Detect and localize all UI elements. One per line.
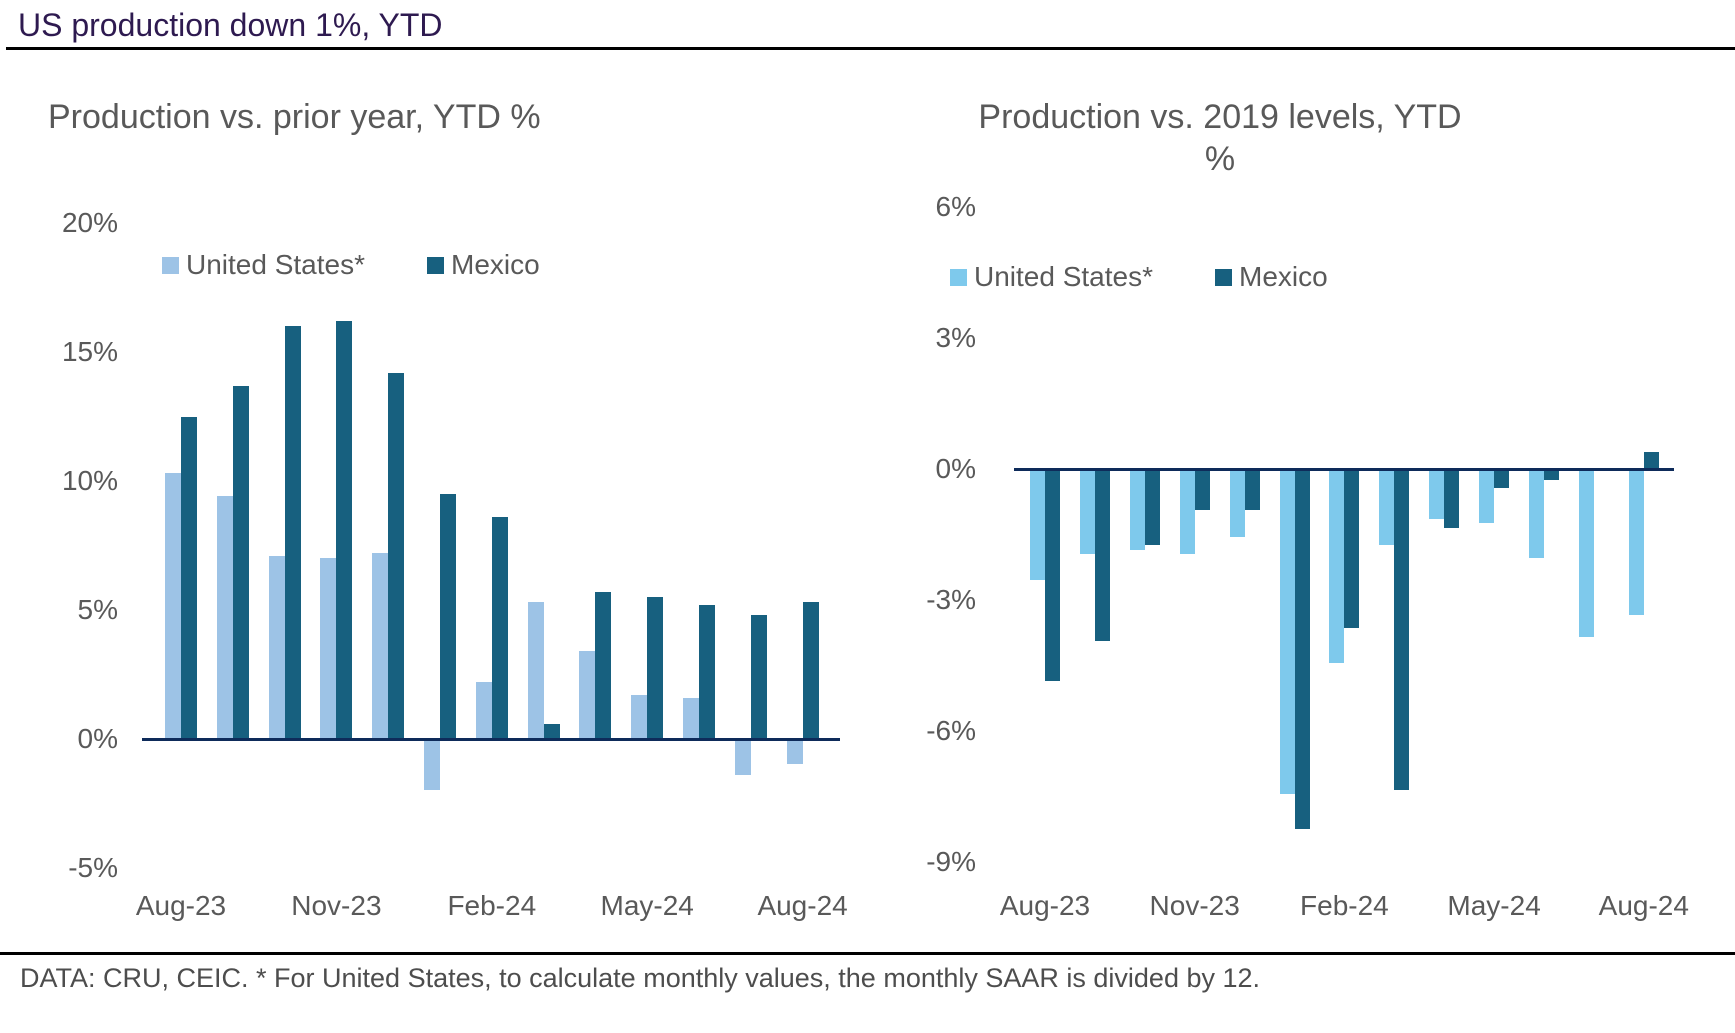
title-divider-line: [6, 47, 1735, 50]
bar-mexico-nov-23: [336, 321, 353, 739]
bar-united-states-jan-24: [1279, 471, 1295, 795]
x-tick-label-feb-24: Feb-24: [1300, 890, 1389, 921]
bar-united-states-jun-24: [683, 697, 699, 739]
bar-mexico-may-24: [1494, 471, 1510, 489]
x-tick-label-aug-24: Aug-24: [1598, 890, 1689, 921]
legend-item-united-states: United States*: [162, 250, 365, 280]
bar-united-states-sep-23: [216, 496, 233, 739]
right-chart-legend: United States* Mexico: [950, 262, 1328, 292]
legend-item-mexico: Mexico: [427, 250, 540, 280]
y-tick-label-5: 5%: [77, 594, 118, 625]
bar-united-states-jul-24: [734, 741, 751, 775]
legend-label-mexico: Mexico: [1239, 261, 1328, 292]
bar-united-states-aug-24: [1628, 471, 1644, 616]
bar-mexico-aug-24: [802, 602, 819, 739]
page-title: US production down 1%, YTD: [18, 7, 443, 43]
bar-united-states-may-24: [631, 695, 648, 739]
y-tick-label-9: -9%: [926, 846, 976, 878]
right-chart-title: Production vs. 2019 levels, YTD %: [880, 96, 1560, 180]
x-axis-line: [142, 738, 840, 741]
bar-united-states-feb-24: [475, 682, 492, 739]
bar-mexico-apr-24: [595, 591, 612, 739]
bar-mexico-mar-24: [1394, 471, 1410, 790]
bar-mexico-sep-23: [1094, 471, 1110, 642]
x-tick-label-aug-23: Aug-23: [999, 890, 1091, 921]
legend-swatch-united-states: [950, 268, 967, 286]
legend-item-united-states: United States*: [950, 262, 1153, 292]
x-tick-label-nov-23: Nov-23: [291, 890, 382, 921]
bar-mexico-dec-23: [388, 372, 405, 739]
bar-mexico-jun-24: [1544, 471, 1559, 480]
bar-united-states-oct-23: [1129, 471, 1145, 550]
bar-mexico-oct-23: [1144, 471, 1160, 546]
footer-divider-line: [0, 952, 1735, 955]
bar-mexico-feb-24: [491, 517, 508, 739]
bar-united-states-feb-24: [1329, 471, 1345, 664]
right-chart-title-line2: %: [1204, 140, 1236, 178]
legend-label-united-states: United States*: [186, 249, 365, 280]
bar-united-states-jun-24: [1529, 471, 1544, 559]
bar-mexico-oct-23: [284, 326, 301, 739]
x-tick-label-may-24: May-24: [1447, 890, 1541, 921]
x-tick-label-aug-23: Aug-23: [135, 890, 227, 921]
x-tick-label-nov-23: Nov-23: [1149, 890, 1240, 921]
bar-united-states-may-24: [1479, 471, 1495, 524]
bar-mexico-dec-23: [1244, 471, 1260, 511]
bar-mexico-aug-24: [1643, 451, 1659, 469]
bar-united-states-oct-23: [268, 555, 285, 739]
x-tick-label-may-24: May-24: [600, 890, 694, 921]
legend-swatch-mexico: [1215, 268, 1232, 286]
right-chart-title-line1: Production vs. 2019 levels, YTD: [978, 98, 1462, 136]
bar-mexico-jan-24: [440, 493, 456, 739]
bar-mexico-mar-24: [543, 723, 560, 739]
bar-united-states-mar-24: [527, 602, 544, 739]
legend-label-mexico: Mexico: [451, 249, 540, 280]
left-chart-legend: United States* Mexico: [162, 250, 540, 280]
bar-united-states-aug-24: [786, 741, 803, 765]
y-tick-label-3: -3%: [926, 584, 976, 616]
legend-swatch-mexico: [427, 256, 444, 274]
bar-united-states-nov-23: [320, 558, 337, 739]
footer-source-note: DATA: CRU, CEIC. * For United States, to…: [20, 963, 1261, 993]
x-tick-label-feb-24: Feb-24: [447, 890, 537, 921]
y-tick-label-6: -6%: [926, 715, 976, 747]
left-chart-title: Production vs. prior year, YTD %: [48, 96, 541, 138]
bar-united-states-jul-24: [1578, 471, 1594, 638]
bar-united-states-apr-24: [1429, 471, 1445, 520]
bar-mexico-sep-23: [232, 385, 249, 739]
y-tick-label-0: 0%: [77, 723, 118, 754]
y-tick-label-5: -5%: [68, 852, 118, 883]
bar-mexico-aug-23: [1045, 471, 1060, 681]
bar-united-states-aug-23: [1030, 471, 1045, 581]
bar-united-states-dec-23: [1229, 471, 1245, 537]
bar-mexico-aug-23: [181, 416, 197, 739]
bar-mexico-feb-24: [1344, 471, 1360, 629]
x-tick-label-aug-24: Aug-24: [757, 890, 848, 921]
bar-united-states-mar-24: [1379, 471, 1395, 546]
x-axis-line: [1014, 468, 1674, 471]
legend-item-mexico: Mexico: [1215, 262, 1328, 292]
y-tick-label-15: 15%: [61, 336, 118, 367]
y-tick-label-6: 6%: [935, 190, 976, 222]
bar-united-states-dec-23: [372, 553, 389, 739]
bar-mexico-jan-24: [1294, 471, 1310, 830]
legend-swatch-united-states: [162, 256, 179, 274]
left-chart-title-text: Production vs. prior year, YTD %: [48, 98, 541, 136]
legend-label-united-states: United States*: [974, 261, 1153, 292]
bar-mexico-apr-24: [1444, 471, 1460, 528]
bar-mexico-jun-24: [699, 604, 715, 739]
y-tick-label-3: 3%: [935, 321, 976, 353]
bar-united-states-apr-24: [579, 651, 596, 739]
bar-united-states-jan-24: [424, 741, 440, 791]
bar-mexico-nov-23: [1194, 471, 1210, 511]
bar-united-states-aug-23: [165, 473, 181, 739]
bar-mexico-may-24: [647, 597, 664, 739]
bar-united-states-nov-23: [1179, 471, 1195, 555]
bar-united-states-sep-23: [1079, 471, 1095, 555]
bar-mexico-jul-24: [750, 615, 767, 739]
y-tick-label-20: 20%: [61, 207, 118, 238]
y-tick-label-10: 10%: [61, 465, 118, 496]
y-tick-label-0: 0%: [935, 453, 976, 484]
